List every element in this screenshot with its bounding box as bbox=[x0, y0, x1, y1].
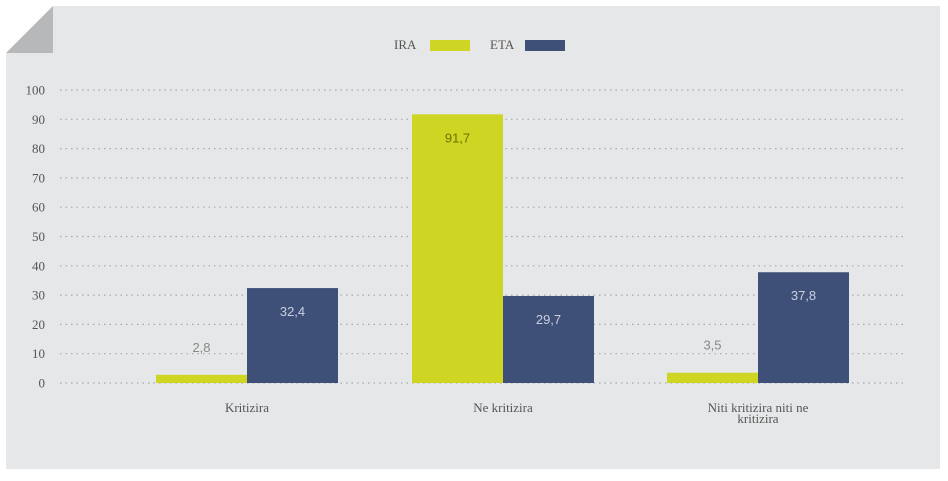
x-category-label: Ne kritizira bbox=[473, 400, 533, 415]
data-label: 91,7 bbox=[445, 130, 470, 145]
y-tick-label: 60 bbox=[32, 200, 45, 215]
data-label: 37,8 bbox=[791, 288, 816, 303]
y-axis: 0 10 20 30 40 50 60 70 80 90 100 bbox=[26, 83, 46, 391]
legend-swatch bbox=[525, 40, 565, 51]
x-axis: Kritizira Ne kritizira Niti kritizira niti… bbox=[225, 400, 809, 426]
y-tick-label: 10 bbox=[32, 346, 45, 361]
bar bbox=[412, 114, 503, 383]
y-tick-label: 20 bbox=[32, 317, 45, 332]
y-tick-label: 70 bbox=[32, 170, 45, 185]
y-tick-label: 100 bbox=[26, 83, 46, 98]
y-tick-label: 0 bbox=[39, 376, 46, 391]
y-tick-label: 90 bbox=[32, 112, 45, 127]
bars: 2,8 32,4 91,7 29,7 3,5 37,8 bbox=[156, 114, 849, 383]
x-category-label: Niti kritizira niti ne kritizira bbox=[708, 400, 809, 426]
y-tick-label: 30 bbox=[32, 288, 45, 303]
y-tick-label: 50 bbox=[32, 229, 45, 244]
data-label: 3,5 bbox=[703, 338, 721, 353]
legend-label: IRA bbox=[394, 37, 417, 52]
legend-label: ETA bbox=[490, 37, 515, 52]
y-tick-label: 40 bbox=[32, 258, 45, 273]
corner-fold-decoration bbox=[6, 6, 53, 53]
bar bbox=[503, 295, 594, 383]
data-label: 32,4 bbox=[280, 304, 305, 319]
y-tick-label: 80 bbox=[32, 141, 45, 156]
bar bbox=[156, 374, 247, 383]
legend-swatch bbox=[430, 40, 470, 51]
data-label: 2,8 bbox=[192, 340, 210, 355]
legend: IRA ETA bbox=[394, 37, 565, 52]
bar bbox=[247, 288, 338, 383]
data-label: 29,7 bbox=[536, 312, 561, 327]
bar bbox=[758, 272, 849, 383]
x-category-label: Kritizira bbox=[225, 400, 269, 415]
bar bbox=[667, 372, 758, 383]
